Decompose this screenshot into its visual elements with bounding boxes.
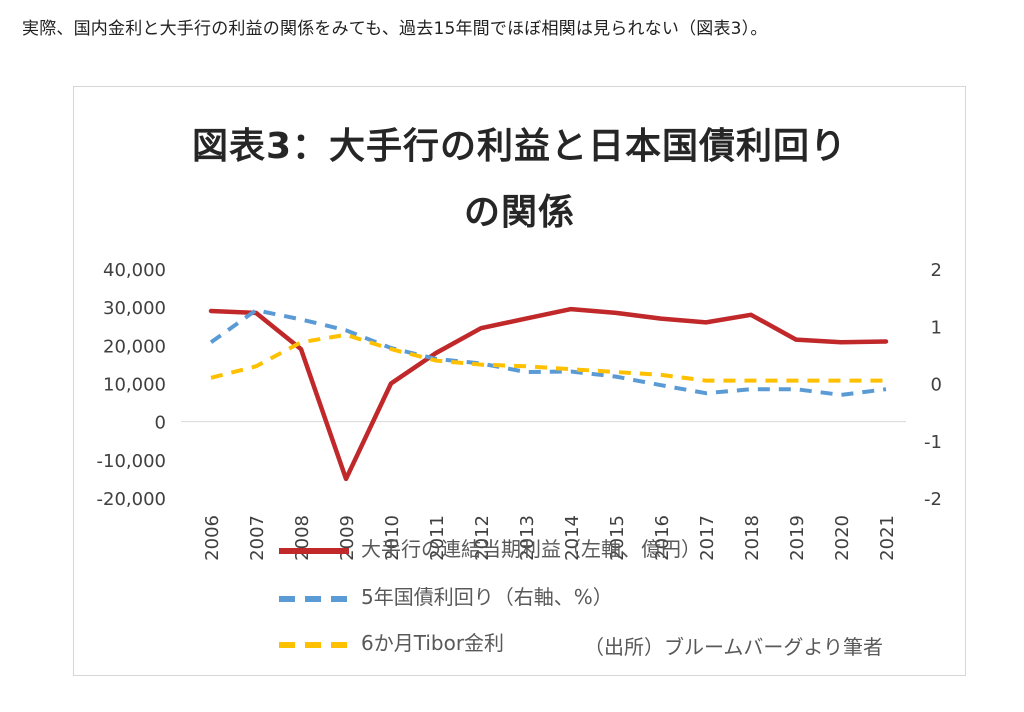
x-tick-label: 2011 (427, 515, 448, 561)
x-tick-label: 2006 (202, 515, 223, 561)
left-tick-label: 20,000 (103, 336, 166, 357)
left-tick-label: 10,000 (103, 375, 166, 396)
left-tick-label: 0 (155, 413, 166, 434)
chart-source: （出所）ブルームバーグより筆者 (584, 635, 883, 659)
x-tick-label: 2015 (607, 515, 628, 561)
x-tick-label: 2021 (877, 515, 898, 561)
left-tick-label: 30,000 (103, 298, 166, 319)
x-tick-label: 2019 (787, 515, 808, 561)
x-tick-label: 2010 (382, 515, 403, 561)
right-tick-label: 0 (931, 375, 942, 396)
x-tick-label: 2017 (697, 515, 718, 561)
chart-plot: 40,000 30,000 20,000 10,000 0 -10,000 -20,000 2… (97, 260, 942, 561)
right-tick-label: 2 (931, 260, 942, 281)
legend-swatch-profit (279, 547, 349, 554)
left-tick-label: -20,000 (97, 489, 166, 510)
legend-entry-profit: 大手行の連結当期利益（左軸、億円） (279, 533, 701, 562)
x-tick-label: 2020 (832, 515, 853, 561)
right-tick-label: -1 (924, 432, 942, 453)
legend-label-tibor: 6か月Tibor金利 (361, 631, 505, 655)
chart-frame: 図表3：大手行の利益と日本国債利回り の関係 40,000 30,000 20,00… (73, 86, 966, 676)
legend-entry-tibor: 6か月Tibor金利 (279, 627, 504, 656)
x-tick-label: 2012 (472, 515, 493, 561)
right-tick-label: -2 (924, 489, 942, 510)
chart-title-line-1: 図表3：大手行の利益と日本国債利回り (191, 126, 848, 167)
legend-label-jgb5y: 5年国債利回り（右軸、%） (361, 585, 613, 609)
left-tick-label: -10,000 (97, 451, 166, 472)
right-tick-label: 1 (931, 317, 942, 338)
x-tick-label: 2007 (247, 515, 268, 561)
series-line-2 (210, 332, 886, 383)
legend-entry-jgb5y: 5年国債利回り（右軸、%） (279, 581, 613, 610)
intro-text: 実際、国内金利と大手行の利益の関係をみても、過去15年間でほぼ相関は見られない（… (22, 19, 768, 39)
series-line-0 (208, 306, 889, 482)
x-tick-label: 2016 (652, 515, 673, 561)
x-tick-label: 2013 (517, 515, 538, 561)
legend-swatch-jgb5y (279, 595, 349, 602)
legend-label-profit: 大手行の連結当期利益（左軸、億円） (361, 537, 701, 561)
x-tick-label: 2018 (742, 515, 763, 561)
chart-title-line-2: の関係 (463, 192, 575, 233)
legend-swatch-tibor (279, 641, 349, 648)
left-tick-label: 40,000 (103, 260, 166, 281)
x-tick-label: 2014 (562, 515, 583, 561)
